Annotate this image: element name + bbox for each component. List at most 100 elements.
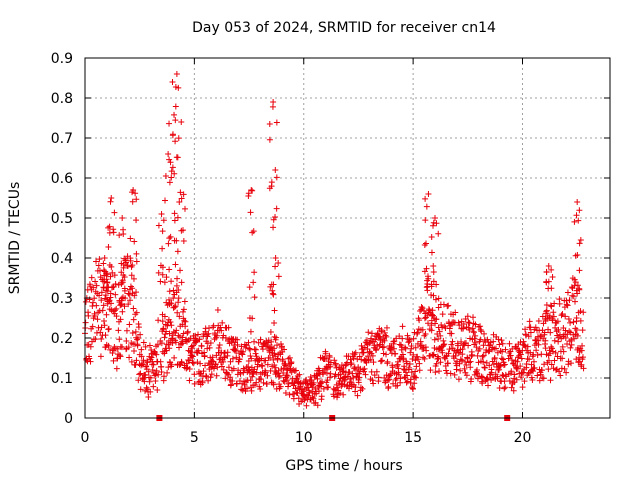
data-point <box>100 317 107 324</box>
data-point <box>171 111 178 118</box>
data-point <box>137 370 144 377</box>
data-point <box>433 281 440 288</box>
data-point <box>258 362 265 369</box>
data-point <box>105 284 112 291</box>
data-point <box>164 369 171 376</box>
data-point <box>124 262 131 269</box>
data-point <box>334 384 341 391</box>
data-point <box>133 250 140 257</box>
data-point <box>270 381 277 388</box>
data-point <box>286 354 293 361</box>
data-point <box>161 279 168 286</box>
data-point <box>184 329 191 336</box>
data-point <box>551 300 558 307</box>
data-point <box>253 353 260 360</box>
data-point <box>447 370 454 377</box>
data-point <box>456 322 463 329</box>
data-point <box>485 342 492 349</box>
data-point <box>573 356 580 363</box>
data-point <box>166 156 173 163</box>
data-point <box>575 354 582 361</box>
data-point <box>476 345 483 352</box>
data-point <box>179 334 186 341</box>
data-point <box>276 372 283 379</box>
data-point <box>286 391 293 398</box>
data-point <box>171 304 178 311</box>
data-point <box>227 374 234 381</box>
data-point <box>542 316 549 323</box>
data-point <box>429 307 436 314</box>
data-point <box>125 301 132 308</box>
data-point <box>331 357 338 364</box>
data-point <box>155 317 162 324</box>
data-point <box>547 377 554 384</box>
data-point <box>105 224 112 231</box>
data-point <box>296 371 303 378</box>
data-point <box>271 350 278 357</box>
data-point <box>244 385 251 392</box>
data-point <box>425 191 432 197</box>
data-point <box>105 342 112 349</box>
data-point <box>281 346 288 353</box>
data-point <box>266 136 273 143</box>
data-point <box>168 174 175 181</box>
data-point <box>455 342 462 349</box>
data-point <box>356 353 363 360</box>
data-point <box>553 367 560 374</box>
data-point <box>239 351 246 358</box>
data-point <box>427 367 434 374</box>
data-point <box>123 327 130 334</box>
data-point <box>470 328 477 335</box>
data-point <box>228 381 235 388</box>
data-point <box>150 383 157 390</box>
data-point <box>347 356 354 363</box>
data-point <box>171 354 178 361</box>
data-point <box>452 309 459 316</box>
data-point <box>93 282 100 289</box>
data-point <box>249 315 256 322</box>
data-point <box>168 361 175 368</box>
data-point <box>435 324 442 331</box>
data-point <box>218 327 225 334</box>
data-point <box>131 292 138 299</box>
data-point <box>86 355 93 362</box>
data-point <box>93 302 100 309</box>
data-point <box>220 358 227 365</box>
data-point <box>116 336 123 343</box>
data-point <box>274 342 281 349</box>
data-point <box>413 374 420 381</box>
data-point <box>424 280 431 287</box>
data-point <box>257 336 264 343</box>
data-point <box>295 395 302 402</box>
data-point <box>484 374 491 381</box>
data-point <box>133 196 140 203</box>
data-point <box>309 394 316 401</box>
data-point <box>425 306 432 313</box>
data-point <box>285 380 292 387</box>
data-point <box>131 348 137 355</box>
data-point <box>568 360 575 367</box>
data-point <box>577 236 584 243</box>
data-point <box>96 256 103 263</box>
data-point <box>571 218 578 225</box>
data-point <box>180 330 187 337</box>
data-point <box>181 317 188 324</box>
data-point <box>127 235 134 242</box>
data-point <box>82 319 89 326</box>
data-point <box>502 346 509 353</box>
data-point <box>404 378 411 385</box>
data-point <box>481 364 488 371</box>
data-point <box>284 377 291 384</box>
data-point <box>154 387 161 394</box>
data-point <box>282 389 289 396</box>
data-point <box>189 353 196 360</box>
data-point <box>260 379 267 386</box>
data-point <box>408 343 415 350</box>
data-point <box>114 345 121 352</box>
data-point <box>248 187 255 193</box>
axis-ticks <box>84 57 610 419</box>
data-point <box>119 215 126 221</box>
data-point <box>394 358 401 365</box>
data-point <box>445 302 452 309</box>
data-point <box>506 377 513 384</box>
